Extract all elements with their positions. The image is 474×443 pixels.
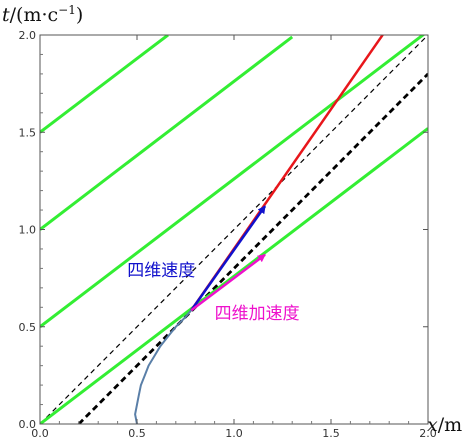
tick-layer: 0.0 0.5 1.0 1.5 2.0 0.0 0.5 1.0 1.5 2.0: [19, 29, 437, 440]
dashed-guide-line: [40, 35, 428, 424]
simultaneity-line: [40, 127, 428, 424]
four-acceleration-arrow: [190, 253, 266, 312]
x-tick-label: 0.5: [128, 427, 146, 440]
x-tick-label: 0.0: [31, 427, 49, 440]
x-tick-label: 1.0: [225, 427, 243, 440]
plot-layer: [40, 35, 428, 424]
dashed-guide-line: [77, 72, 428, 424]
simultaneity-line: [40, 35, 294, 231]
y-tick-label: 0.5: [19, 321, 37, 334]
simultaneity-line: [40, 35, 426, 328]
y-tick-label: 1.5: [19, 126, 37, 139]
four-velocity-arrow: [190, 205, 267, 311]
y-axis-title: t/(m·c−1): [2, 3, 83, 26]
x-tick-label: 1.5: [322, 427, 340, 440]
four-acceleration-label: 四维加速度: [215, 304, 300, 324]
y-tick-label: 1.0: [19, 224, 37, 237]
worldline-curve: [134, 309, 193, 424]
y-tick-label: 2.0: [19, 29, 37, 42]
four-velocity-label: 四维速度: [127, 261, 195, 281]
simultaneity-line: [40, 35, 169, 134]
x-axis-title: x/m: [427, 414, 462, 436]
x-tick-label: 2.0: [419, 427, 437, 440]
y-tick-label: 0.0: [19, 418, 37, 431]
